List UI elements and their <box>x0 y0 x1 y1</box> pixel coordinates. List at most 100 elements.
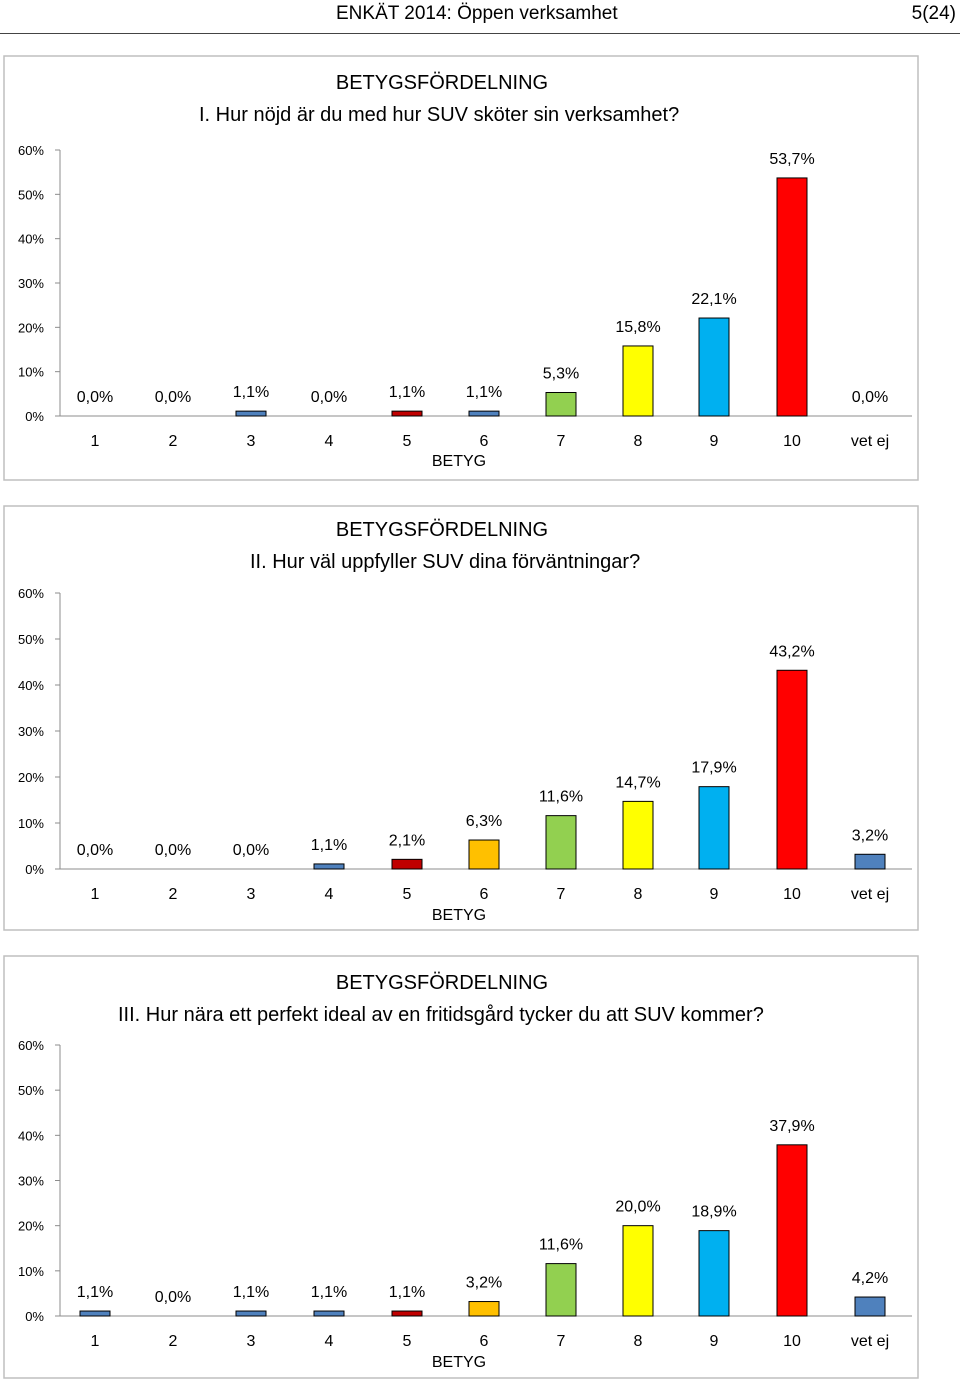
y-tick-label: 30% <box>18 724 44 739</box>
chart-subtitle: III. Hur nära ett perfekt ideal av en fr… <box>118 1004 764 1026</box>
bar-10 <box>776 1144 808 1317</box>
category-label: 4 <box>325 433 334 450</box>
value-label: 20,0% <box>615 1199 660 1216</box>
bar-5 <box>391 858 423 870</box>
chart-satisfaction: BETYGSFÖRDELNING I. Hur nöjd är du med hu… <box>3 55 919 481</box>
chart-subtitle: I. Hur nöjd är du med hur SUV sköter sin… <box>199 104 679 126</box>
bar-7 <box>545 1263 577 1317</box>
value-label: 6,3% <box>466 813 502 830</box>
y-tick-label: 40% <box>18 1128 44 1143</box>
bar-3 <box>235 410 267 417</box>
category-label: 2 <box>169 1333 178 1350</box>
value-label: 53,7% <box>769 151 814 168</box>
bar-6 <box>468 1301 500 1317</box>
bar-4 <box>313 1310 345 1317</box>
y-tick-label: 40% <box>18 678 44 693</box>
value-label: 4,2% <box>852 1270 888 1287</box>
value-label: 1,1% <box>77 1284 113 1301</box>
chart-title: BETYGSFÖRDELNING <box>336 972 548 994</box>
category-label: 10 <box>783 433 801 450</box>
y-tick-label: 20% <box>18 770 44 785</box>
bar-6 <box>468 839 500 870</box>
value-label: 0,0% <box>77 389 113 406</box>
x-axis-title: BETYG <box>432 1354 486 1371</box>
category-label: vet ej <box>851 886 889 903</box>
bar-6 <box>468 410 500 417</box>
category-label: 5 <box>403 1333 412 1350</box>
y-tick-label: 60% <box>18 143 44 158</box>
value-label: 0,0% <box>852 389 888 406</box>
document-title: ENKÄT 2014: Öppen verksamhet <box>336 3 618 24</box>
page-header: ENKÄT 2014: Öppen verksamhet 5(24) <box>0 0 960 34</box>
chart-subtitle: II. Hur väl uppfyller SUV dina förväntni… <box>250 551 640 573</box>
value-label: 0,0% <box>311 389 347 406</box>
chart-frame <box>3 55 919 481</box>
category-label: 6 <box>480 433 489 450</box>
category-label: 2 <box>169 886 178 903</box>
value-label: 37,9% <box>769 1118 814 1135</box>
value-label: 3,2% <box>852 827 888 844</box>
value-label: 14,7% <box>615 774 660 791</box>
value-label: 0,0% <box>77 842 113 859</box>
bar-7 <box>545 392 577 417</box>
category-label: 9 <box>710 886 719 903</box>
chart-frame <box>3 955 919 1379</box>
y-tick-label: 10% <box>18 816 44 831</box>
category-label: 9 <box>710 433 719 450</box>
value-label: 2,1% <box>389 832 425 849</box>
bar-10 <box>776 177 808 417</box>
category-label: 7 <box>557 1333 566 1350</box>
category-label: 5 <box>403 886 412 903</box>
category-label: 2 <box>169 433 178 450</box>
bar-vet-ej <box>854 853 886 870</box>
category-label: 8 <box>634 433 643 450</box>
chart-ideal: BETYGSFÖRDELNING III. Hur nära ett perfek… <box>3 955 919 1379</box>
page-number: 5(24) <box>911 3 956 24</box>
category-label: 10 <box>783 1333 801 1350</box>
y-tick-label: 10% <box>18 1264 44 1279</box>
value-label: 1,1% <box>311 1284 347 1301</box>
chart-title: BETYGSFÖRDELNING <box>336 72 548 94</box>
y-tick-label: 30% <box>18 1174 44 1189</box>
y-tick-label: 50% <box>18 1083 44 1098</box>
y-tick-label: 40% <box>18 232 44 247</box>
bar-5 <box>391 410 423 417</box>
value-label: 18,9% <box>691 1204 736 1221</box>
value-label: 0,0% <box>155 1289 191 1306</box>
bar-8 <box>622 1225 654 1317</box>
chart-expectations: BETYGSFÖRDELNING II. Hur väl uppfyller SU… <box>3 505 919 931</box>
bar-8 <box>622 345 654 417</box>
y-tick-label: 50% <box>18 187 44 202</box>
value-label: 1,1% <box>466 384 502 401</box>
value-label: 0,0% <box>233 842 269 859</box>
category-label: 5 <box>403 433 412 450</box>
y-tick-label: 0% <box>25 409 44 424</box>
value-label: 0,0% <box>155 842 191 859</box>
value-label: 43,2% <box>769 643 814 660</box>
category-label: 8 <box>634 886 643 903</box>
category-label: 3 <box>247 1333 256 1350</box>
bar-7 <box>545 815 577 870</box>
category-label: 3 <box>247 433 256 450</box>
bar-4 <box>313 863 345 870</box>
bar-9 <box>698 1230 730 1317</box>
category-label: 10 <box>783 886 801 903</box>
value-label: 11,6% <box>539 1237 583 1254</box>
value-label: 1,1% <box>389 1284 425 1301</box>
bar-9 <box>698 786 730 870</box>
y-tick-label: 10% <box>18 365 44 380</box>
category-label: 6 <box>480 1333 489 1350</box>
bar-1 <box>79 1310 111 1317</box>
bar-3 <box>235 1310 267 1317</box>
value-label: 5,3% <box>543 366 579 383</box>
y-tick-label: 20% <box>18 320 44 335</box>
category-label: 4 <box>325 1333 334 1350</box>
value-label: 11,6% <box>539 789 583 806</box>
chart-title: BETYGSFÖRDELNING <box>336 519 548 541</box>
category-label: vet ej <box>851 433 889 450</box>
value-label: 3,2% <box>466 1275 502 1292</box>
category-label: 8 <box>634 1333 643 1350</box>
category-label: 1 <box>91 1333 100 1350</box>
value-label: 0,0% <box>155 389 191 406</box>
bar-5 <box>391 1310 423 1317</box>
